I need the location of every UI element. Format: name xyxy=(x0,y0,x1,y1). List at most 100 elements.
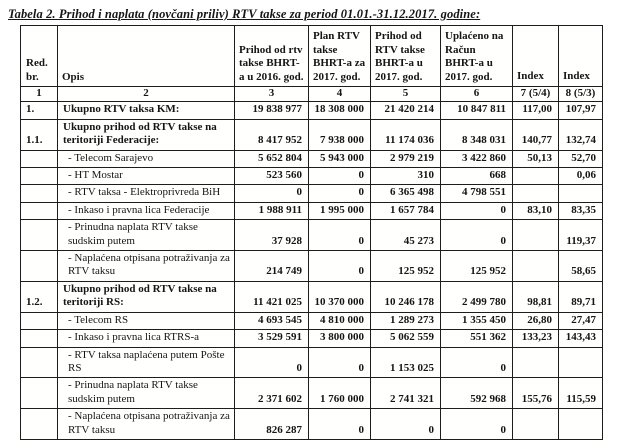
row-value-cell: 1 988 911 xyxy=(234,201,309,221)
row-value-cell: 19 838 977 xyxy=(234,101,309,120)
row-num-cell xyxy=(20,346,58,379)
row-index-cell: 50,13 xyxy=(512,149,559,169)
row-index-cell: 119,37 xyxy=(558,219,603,252)
row-index-cell xyxy=(512,408,559,440)
row-value-cell: 2 371 602 xyxy=(234,377,309,410)
table-row: - Telecom RS 4 693 545 4 810 000 1 289 273 1… xyxy=(20,311,603,331)
row-value-cell: 11 174 036 xyxy=(370,118,441,151)
table-row: - Inkaso i pravna lica Federacije 1 988 9… xyxy=(20,201,603,221)
rtv-revenue-table: Red. br. Opis Prihod od rtv takse BHRT-a… xyxy=(20,25,603,440)
row-value-cell: 551 362 xyxy=(440,329,513,348)
row-value-cell: 7 938 000 xyxy=(308,118,371,151)
row-index-cell: 143,43 xyxy=(558,329,603,348)
row-opis-cell: - RTV taksa - Elektroprivreda BiH xyxy=(57,184,235,203)
row-num-cell xyxy=(20,184,58,203)
row-num-cell: 1. xyxy=(20,101,58,120)
row-num-cell: 1.1. xyxy=(20,118,58,151)
table-header: Red. br. Opis Prihod od rtv takse BHRT-a… xyxy=(20,25,603,103)
row-value-cell: 0 xyxy=(308,219,371,252)
row-index-cell: 83,10 xyxy=(512,201,559,221)
row-opis-cell: - Prinudna naplata RTV takse sudskim put… xyxy=(57,219,235,252)
row-num-cell xyxy=(20,408,58,440)
table-row: 1. Ukupno RTV taksa KM: 19 838 977 18 308 0… xyxy=(20,101,603,120)
row-value-cell: 523 560 xyxy=(234,167,309,186)
row-value-cell: 10 246 178 xyxy=(370,280,441,313)
row-index-cell: 133,23 xyxy=(512,329,559,348)
row-value-cell: 0 xyxy=(308,184,371,203)
row-value-cell: 45 273 xyxy=(370,219,441,252)
header-red-br: Red. br. xyxy=(20,25,58,87)
row-index-cell: 52,70 xyxy=(558,149,603,169)
row-index-cell xyxy=(512,219,559,252)
row-num-cell xyxy=(20,329,58,348)
row-value-cell: 0 xyxy=(234,184,309,203)
row-value-cell: 0 xyxy=(308,167,371,186)
row-value-cell: 3 529 591 xyxy=(234,329,309,348)
row-opis-cell: - Inkaso i pravna lica RTRS-a xyxy=(57,329,235,348)
row-index-cell xyxy=(512,250,559,282)
header-index-54: Index xyxy=(512,25,559,87)
row-num-cell xyxy=(20,377,58,410)
row-value-cell: 5 652 804 xyxy=(234,149,309,169)
row-value-cell: 125 952 xyxy=(370,250,441,282)
row-value-cell: 6 365 498 xyxy=(370,184,441,203)
row-index-cell: 155,76 xyxy=(512,377,559,410)
row-num-cell xyxy=(20,201,58,221)
table-title: Tabela 2. Prihod i naplata (novčani pril… xyxy=(8,7,481,21)
row-value-cell: 4 810 000 xyxy=(308,311,371,331)
row-opis-cell: - Naplaćena otpisana potraživanja za RTV… xyxy=(57,408,235,440)
table-row: - Prinudna naplata RTV takse sudskim put… xyxy=(20,377,603,410)
row-value-cell: 0 xyxy=(440,219,513,252)
header-index-53: Index xyxy=(558,25,603,87)
row-value-cell: 3 422 860 xyxy=(440,149,513,169)
row-value-cell: 37 928 xyxy=(234,219,309,252)
col-number: 6 xyxy=(440,85,513,103)
row-index-cell: 0,06 xyxy=(558,167,603,186)
col-number: 8 (5/3) xyxy=(558,85,603,103)
row-opis-cell: - Naplaćena otpisana potraživanja za RTV… xyxy=(57,250,235,282)
row-value-cell: 0 xyxy=(370,408,441,440)
col-number: 7 (5/4) xyxy=(512,85,559,103)
row-value-cell: 3 800 000 xyxy=(308,329,371,348)
row-index-cell: 83,35 xyxy=(558,201,603,221)
col-number: 5 xyxy=(370,85,441,103)
row-value-cell: 10 370 000 xyxy=(308,280,371,313)
row-value-cell: 592 968 xyxy=(440,377,513,410)
table-body: 1. Ukupno RTV taksa KM: 19 838 977 18 308 0… xyxy=(20,101,603,440)
row-index-cell: 117,00 xyxy=(512,101,559,120)
row-index-cell: 107,97 xyxy=(558,101,603,120)
row-value-cell: 1 153 025 xyxy=(370,346,441,379)
row-value-cell: 0 xyxy=(308,346,371,379)
row-value-cell: 8 348 031 xyxy=(440,118,513,151)
row-index-cell: 140,77 xyxy=(512,118,559,151)
row-value-cell: 1 355 450 xyxy=(440,311,513,331)
row-value-cell: 10 847 811 xyxy=(440,101,513,120)
row-value-cell: 1 289 273 xyxy=(370,311,441,331)
row-num-cell xyxy=(20,311,58,331)
row-num-cell xyxy=(20,149,58,169)
row-value-cell: 0 xyxy=(440,201,513,221)
row-index-cell xyxy=(558,184,603,203)
header-opis: Opis xyxy=(57,25,235,87)
row-index-cell xyxy=(558,346,603,379)
header-prihod-2017: Prihod od RTV takse BHRT-a u 2017. god. xyxy=(370,25,441,87)
row-value-cell: 4 693 545 xyxy=(234,311,309,331)
header-prihod-2016: Prihod od rtv takse BHRT-a u 2016. god. xyxy=(234,25,309,87)
row-value-cell: 21 420 214 xyxy=(370,101,441,120)
table-row: - HT Mostar 523 560 0 310 668 0,06 xyxy=(20,167,603,186)
row-value-cell: 668 xyxy=(440,167,513,186)
row-value-cell: 5 062 559 xyxy=(370,329,441,348)
row-value-cell: 1 995 000 xyxy=(308,201,371,221)
column-numbering-row: 1 2 3 4 5 6 7 (5/4) 8 (5/3) xyxy=(20,85,603,103)
row-value-cell: 8 417 952 xyxy=(234,118,309,151)
row-num-cell: 1.2. xyxy=(20,280,58,313)
row-num-cell xyxy=(20,250,58,282)
header-plan-2017: Plan RTV takse BHRT-a za 2017. god. xyxy=(308,25,371,87)
row-value-cell: 18 308 000 xyxy=(308,101,371,120)
col-number: 1 xyxy=(20,85,58,103)
row-index-cell xyxy=(558,408,603,440)
row-opis-cell: - Telecom RS xyxy=(57,311,235,331)
col-number: 3 xyxy=(234,85,309,103)
table-row: - Naplaćena otpisana potraživanja za RTV… xyxy=(20,250,603,282)
row-index-cell: 98,81 xyxy=(512,280,559,313)
